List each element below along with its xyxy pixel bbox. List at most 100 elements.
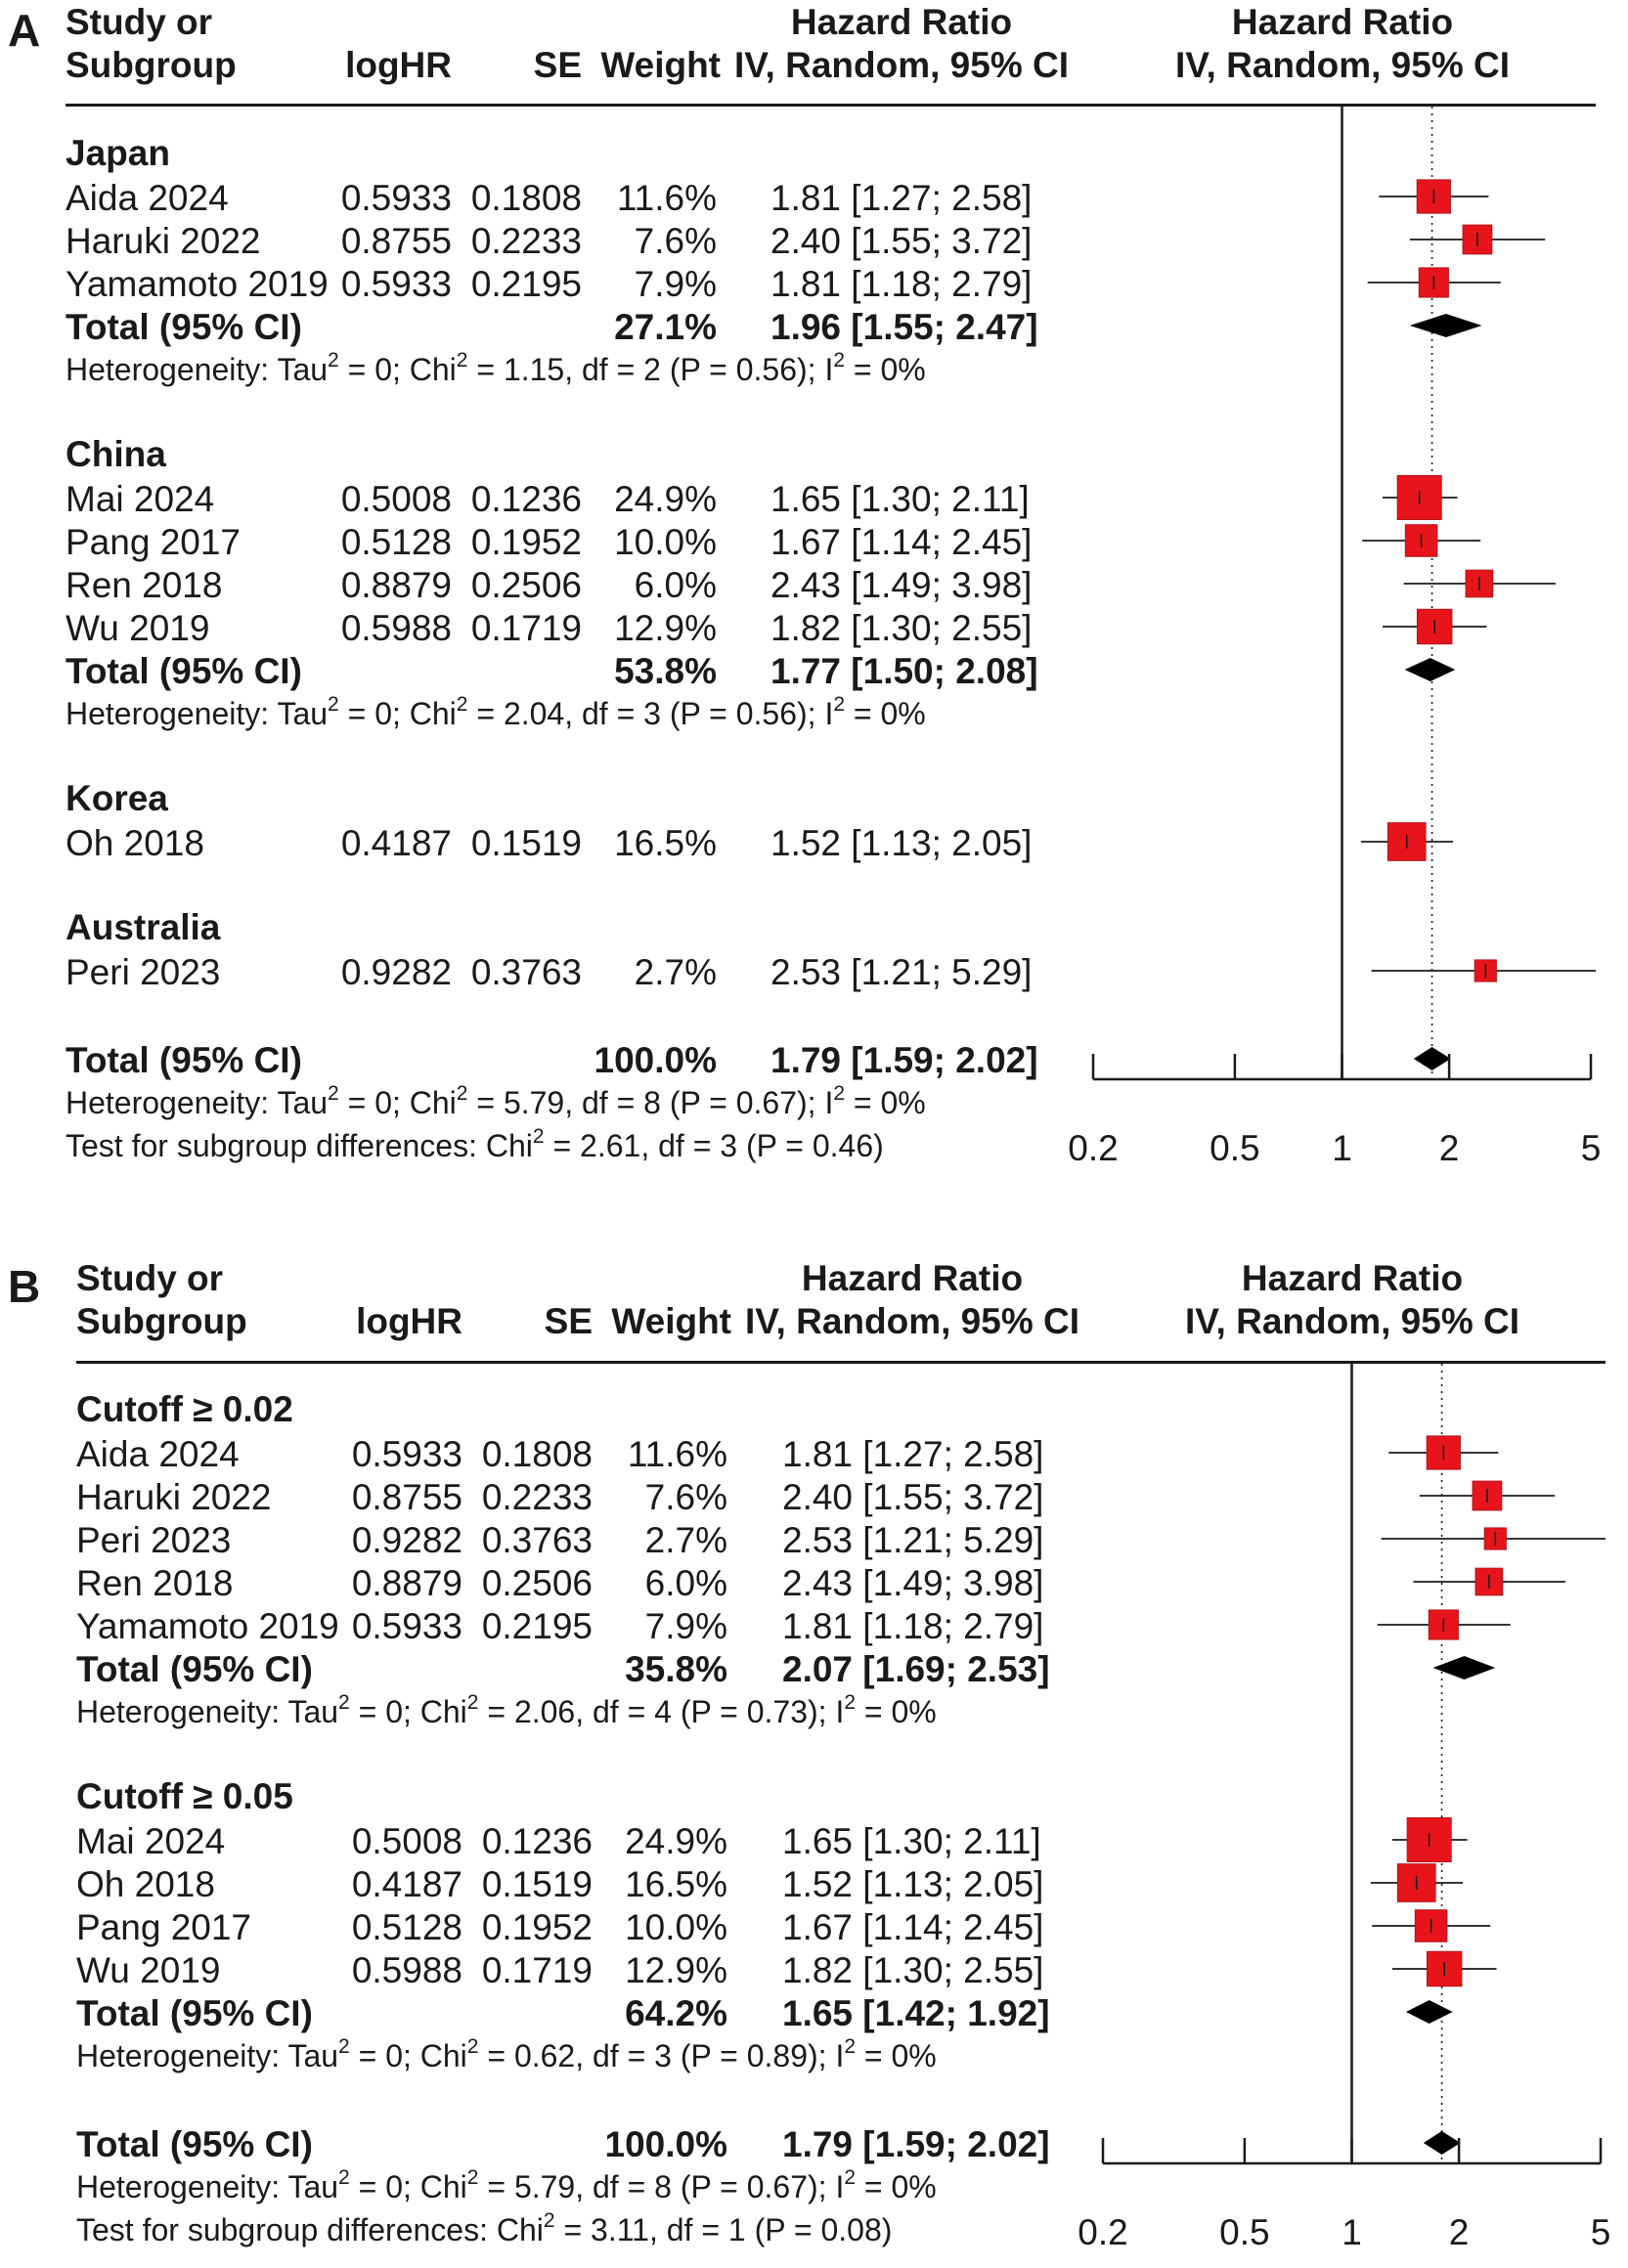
study-name: Haruki 2022 (76, 1477, 272, 1517)
subgroup-heading: Cutoff ≥ 0.02 (76, 1389, 293, 1429)
study-hr-ci: 2.53 [1.21; 5.29] (782, 1520, 1044, 1560)
study-se: 0.2506 (470, 565, 582, 605)
study-se: 0.3763 (481, 1520, 593, 1560)
subgroup-heterogeneity-part-3: 2 (456, 349, 468, 371)
study-name: Mai 2024 (76, 1821, 226, 1861)
subgroup-heterogeneity-part-1: 2 (338, 1691, 350, 1714)
study-weight: 7.6% (644, 1477, 727, 1517)
overall-heterogeneity-part-0: Heterogeneity: Tau (76, 2169, 339, 2204)
subgroup-total-hr-ci: 2.07 [1.69; 2.53] (782, 1649, 1050, 1689)
subgroup-pooled-diamond (1405, 2000, 1453, 2024)
subgroup-heterogeneity-part-6: = 0% (856, 2038, 937, 2073)
header-rule (66, 104, 1596, 107)
overall-total-label: Total (95% CI) (66, 1040, 302, 1080)
subgroup-difference-test-part-0: Test for subgroup differences: Chi (76, 2212, 544, 2247)
header-hazard-ratio: Hazard Ratio (801, 1258, 1024, 1298)
study-weight: 2.7% (634, 952, 717, 992)
header-hr-method: IV, Random, 95% CI (733, 45, 1069, 85)
study-hr-ci: 1.52 [1.13; 2.05] (782, 1864, 1044, 1904)
study-weight: 12.9% (614, 608, 717, 648)
study-se: 0.1952 (481, 1907, 593, 1947)
x-axis-tick-label: 1 (1342, 2212, 1362, 2252)
header-rule (76, 1361, 1606, 1364)
study-name: Aida 2024 (66, 178, 229, 218)
study-loghr: 0.5008 (340, 479, 452, 519)
subgroup-heterogeneity-part-6: = 0% (856, 1694, 937, 1729)
header-loghr: logHR (345, 45, 452, 85)
study-weight-box (1426, 1950, 1463, 1987)
subgroup-heterogeneity-part-4: = 1.15, df = 2 (P = 0.56); I (467, 352, 834, 387)
x-axis-tick-label: 0.5 (1219, 2212, 1270, 2252)
study-se: 0.2195 (470, 264, 582, 304)
study-loghr: 0.8879 (340, 565, 452, 605)
study-name: Oh 2018 (66, 823, 204, 863)
subgroup-pooled-diamond (1404, 658, 1456, 681)
study-weight: 2.7% (644, 1520, 727, 1560)
x-axis-tick-label: 0.5 (1210, 1128, 1260, 1168)
subgroup-total-label: Total (95% CI) (66, 307, 302, 347)
x-axis-tick-label: 5 (1580, 1128, 1602, 1168)
x-axis-tick-label: 0.2 (1068, 1128, 1119, 1168)
subgroup-pooled-diamond (1409, 314, 1482, 337)
header-plot-method: IV, Random, 95% CI (1174, 45, 1510, 85)
subgroup-heterogeneity-part-1: 2 (328, 349, 339, 371)
overall-heterogeneity: Heterogeneity: Tau2 = 0; Chi2 = 5.79, df… (66, 1083, 926, 1120)
study-name: Yamamoto 2019 (76, 1606, 339, 1646)
study-loghr: 0.5988 (340, 608, 452, 648)
study-hr-ci: 1.81 [1.27; 2.58] (782, 1434, 1044, 1474)
panel-label: A (8, 5, 41, 56)
study-loghr: 0.5933 (351, 1434, 462, 1474)
subgroup-heterogeneity-part-2: = 0; Chi (338, 352, 457, 387)
overall-heterogeneity-part-1: 2 (338, 2166, 350, 2189)
study-hr-ci: 2.40 [1.55; 3.72] (782, 1477, 1044, 1517)
subgroup-heading: Cutoff ≥ 0.05 (76, 1776, 293, 1816)
subgroup-heterogeneity-part-4: = 0.62, df = 3 (P = 0.89); I (478, 2038, 845, 2073)
overall-heterogeneity-part-4: = 5.79, df = 8 (P = 0.67); I (467, 1085, 834, 1120)
subgroup-heterogeneity: Heterogeneity: Tau2 = 0; Chi2 = 2.06, df… (76, 1692, 937, 1729)
subgroup-total-hr-ci: 1.77 [1.50; 2.08] (770, 651, 1038, 691)
study-name: Yamamoto 2019 (66, 264, 329, 304)
study-se: 0.1808 (481, 1434, 593, 1474)
overall-total-hr-ci: 1.79 [1.59; 2.02] (782, 2124, 1050, 2164)
subgroup-heterogeneity-part-5: 2 (833, 349, 846, 371)
study-se: 0.1519 (470, 823, 582, 863)
overall-heterogeneity-part-5: 2 (833, 1082, 846, 1105)
study-weight: 6.0% (634, 565, 717, 605)
subgroup-total-weight: 35.8% (625, 1649, 727, 1689)
subgroup-heading: China (66, 434, 166, 474)
x-axis-tick-label: 5 (1590, 2212, 1611, 2252)
subgroup-heterogeneity-part-6: = 0% (845, 352, 926, 387)
study-loghr: 0.5128 (340, 522, 452, 562)
subgroup-difference-test: Test for subgroup differences: Chi2 = 3.… (76, 2210, 892, 2247)
subgroup-heterogeneity-part-6: = 0% (845, 696, 926, 731)
study-weight: 7.9% (644, 1606, 727, 1646)
study-hr-ci: 1.65 [1.30; 2.11] (770, 479, 1030, 519)
study-weight: 10.0% (625, 1907, 727, 1947)
study-hr-ci: 2.40 [1.55; 3.72] (770, 221, 1033, 261)
forest-panel-b: B Study or Subgroup logHR SE Weight Hazard Rat… (0, 1256, 1628, 2268)
header-hazard-ratio: Hazard Ratio (790, 2, 1013, 42)
overall-heterogeneity-part-3: 2 (456, 1082, 468, 1105)
overall-pooled-diamond (1413, 1047, 1451, 1070)
header-weight: Weight (611, 1301, 731, 1341)
overall-total-hr-ci: 1.79 [1.59; 2.02] (770, 1040, 1038, 1080)
study-loghr: 0.5933 (351, 1606, 462, 1646)
study-loghr: 0.8755 (351, 1477, 462, 1517)
x-axis-tick-label: 0.2 (1078, 2212, 1128, 2252)
study-name: Mai 2024 (66, 479, 215, 519)
study-se: 0.1719 (481, 1950, 593, 1990)
study-hr-ci: 1.67 [1.14; 2.45] (770, 522, 1033, 562)
study-name: Peri 2023 (76, 1520, 232, 1560)
subgroup-heterogeneity-part-4: = 2.04, df = 3 (P = 0.56); I (467, 696, 834, 731)
study-hr-ci: 1.82 [1.30; 2.55] (770, 608, 1033, 648)
header-subgroup: Subgroup (66, 45, 237, 85)
study-weight-box (1416, 179, 1451, 214)
subgroup-heterogeneity-part-3: 2 (466, 1691, 479, 1714)
study-se: 0.1236 (470, 479, 582, 519)
subgroup-heterogeneity-part-2: = 0; Chi (349, 2038, 467, 2073)
header-study: Study or (66, 2, 213, 42)
subgroup-heterogeneity-part-3: 2 (466, 2035, 479, 2058)
forest-panel-a: A Study or Subgroup logHR SE Weight Hazard Rat… (8, 2, 1602, 1168)
header-se: SE (533, 45, 582, 85)
header-se: SE (544, 1301, 593, 1341)
